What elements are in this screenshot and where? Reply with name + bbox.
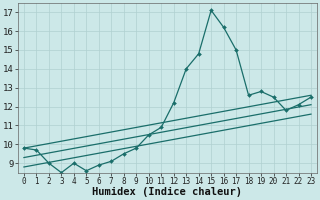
X-axis label: Humidex (Indice chaleur): Humidex (Indice chaleur) (92, 187, 243, 197)
